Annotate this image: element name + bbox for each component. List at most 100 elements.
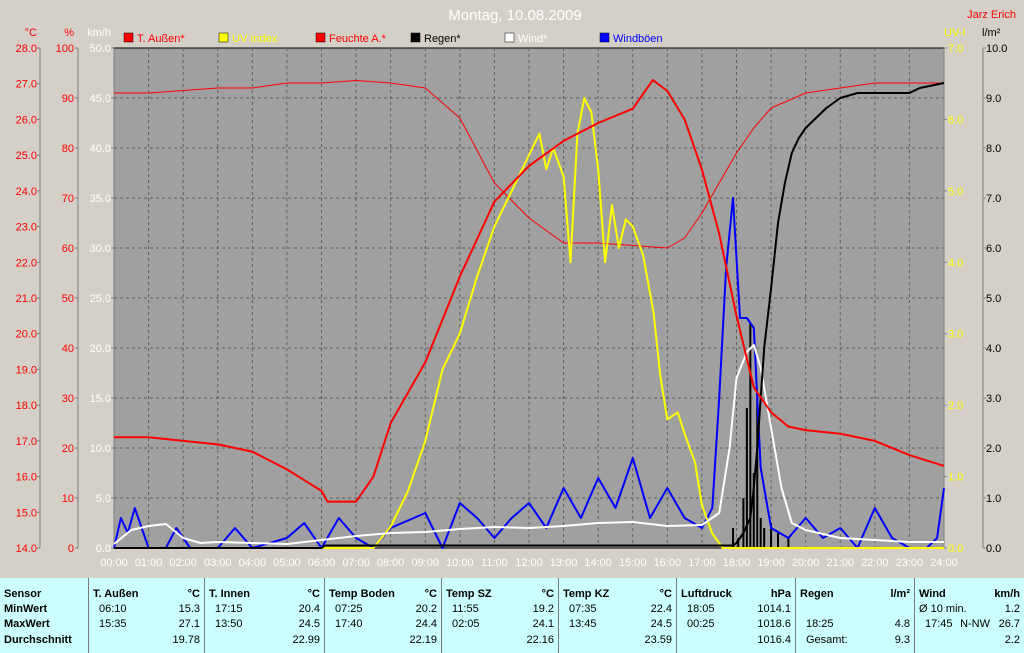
y-tick-label: 35.0	[90, 193, 111, 205]
series-line	[114, 79, 945, 503]
x-tick-label: 07:00	[342, 557, 370, 569]
y-tick-label: 45.0	[90, 93, 111, 105]
stat-sensor-name: Regen	[800, 588, 834, 600]
y-tick-label: 0.0	[96, 543, 111, 555]
stat-min-value: 22.4	[650, 603, 672, 615]
stat-max-time: 15:35	[99, 618, 127, 630]
y-tick-label: 22.0	[16, 257, 37, 269]
stat-min-value: 19.2	[532, 603, 554, 615]
stat-max-time: 00:25	[687, 618, 715, 630]
stat-sensor-name: T. Innen	[209, 588, 250, 600]
y-tick-label: 7.0	[986, 193, 1001, 205]
stats-column: T. Außen °C 06:10 15.3 15:35 27.1 19.78	[89, 578, 205, 653]
x-tick-label: 17:00	[688, 557, 716, 569]
x-tick-label: 24:00	[930, 557, 958, 569]
y-tick-label: 5.0	[96, 493, 111, 505]
stat-sensor-name: Temp Boden	[329, 588, 395, 600]
stat-min-time: 07:25	[335, 603, 363, 615]
x-tick-label: 14:00	[584, 557, 612, 569]
x-tick-label: 02:00	[169, 557, 197, 569]
stat-min-value: 20.2	[415, 603, 437, 615]
stat-max-value: 1018.6	[757, 618, 791, 630]
stat-unit: °C	[307, 588, 320, 600]
y-tick-label: 15.0	[90, 393, 111, 405]
stats-column: Regen l/m² 18:25 4.8 Gesamt: 9.3	[796, 578, 915, 653]
min-label: MinWert	[4, 603, 48, 615]
stat-min-time: Ø 10 min.	[919, 603, 967, 615]
axis-unit-label: %	[64, 27, 74, 39]
x-tick-label: 23:00	[896, 557, 924, 569]
stat-sensor-name: Wind	[919, 588, 946, 600]
legend-entry: Regen*	[424, 33, 461, 45]
y-tick-label: 6.0	[986, 243, 1001, 255]
grid	[114, 48, 944, 548]
x-tick-label: 18:00	[723, 557, 751, 569]
x-tick-label: 03:00	[204, 557, 232, 569]
x-tick-label: 22:00	[861, 557, 889, 569]
x-tick-label: 09:00	[411, 557, 439, 569]
stat-sensor-name: Temp SZ	[446, 588, 492, 600]
stat-average: 22.99	[292, 634, 320, 646]
stat-sensor-name: Temp KZ	[563, 588, 610, 600]
y-tick-label: 9.0	[986, 93, 1001, 105]
x-tick-label: 12:00	[515, 557, 543, 569]
legend-swatch	[218, 32, 229, 43]
axis-unit-label: km/h	[87, 27, 111, 39]
stat-min-time: 11:55	[452, 603, 479, 615]
y-tick-label: 0.0	[948, 543, 963, 555]
stat-average: 9.3	[894, 634, 910, 646]
stat-min-time: 17:15	[215, 603, 243, 615]
series-line	[114, 97, 944, 549]
legend-entry: Feuchte A.*	[329, 33, 387, 45]
y-tick-label: 50.0	[90, 43, 111, 55]
axes: 00:00 01:00 02:00 03:00 04:00 05:00 06:00 07:00…	[16, 27, 1008, 569]
axis-unit-label: UV-I	[944, 27, 965, 39]
y-tick-label: 1.0	[986, 493, 1001, 505]
y-tick-label: 26.0	[16, 114, 37, 126]
y-tick-label: 20.0	[90, 343, 111, 355]
y-tick-label: 30.0	[90, 243, 111, 255]
stat-min-value: 1.2	[1004, 603, 1020, 615]
y-tick-label: 20	[62, 443, 74, 455]
stat-unit: hPa	[770, 588, 791, 600]
y-tick-label: 5.0	[948, 186, 963, 198]
stats-column: T. Innen °C 17:15 20.4 13:50 24.5 22.99	[205, 578, 325, 653]
stat-sensor-name: T. Außen	[93, 588, 139, 600]
stat-average: 19.78	[172, 634, 200, 646]
stat-max-time: 13:50	[215, 618, 243, 630]
y-tick-label: 15.0	[16, 507, 37, 519]
stat-average: 23.59	[644, 634, 672, 646]
axis-unit-label: °C	[25, 27, 37, 39]
series-line	[113, 344, 944, 545]
y-tick-label: 10.0	[90, 443, 111, 455]
y-tick-label: 50	[62, 293, 74, 305]
stat-min-time: 06:10	[99, 603, 127, 615]
x-tick-label: 19:00	[757, 557, 785, 569]
stats-label-column: Sensor MinWert MaxWert Durchschnitt	[0, 578, 89, 653]
stat-max-value: 26.7	[998, 618, 1020, 630]
axis-unit-label: l/m²	[982, 27, 1001, 39]
avg-label: Durchschnitt	[4, 634, 72, 646]
stat-unit: °C	[187, 588, 200, 600]
stat-max-value: 24.5	[298, 618, 320, 630]
x-tick-label: 01:00	[135, 557, 163, 569]
y-tick-label: 14.0	[16, 543, 37, 555]
series-lines	[113, 79, 945, 549]
stat-unit: °C	[424, 588, 437, 600]
y-tick-label: 1.0	[948, 472, 963, 484]
y-tick-label: 60	[62, 243, 74, 255]
y-tick-label: 10	[62, 493, 74, 505]
x-tick-label: 06:00	[308, 557, 336, 569]
y-tick-label: 20.0	[16, 329, 37, 341]
legend-entry: UV Index	[232, 33, 278, 45]
stat-unit: l/m²	[890, 588, 910, 600]
legend-swatch	[504, 32, 515, 43]
legend-swatch	[599, 32, 610, 43]
series-line	[113, 197, 945, 549]
legend-entry: Windböen	[613, 33, 663, 45]
y-tick-label: 3.0	[986, 393, 1001, 405]
stat-max-time: 18:25	[806, 618, 834, 630]
y-tick-label: 10.0	[986, 43, 1007, 55]
y-tick-label: 4.0	[948, 257, 963, 269]
y-tick-label: 100	[56, 43, 74, 55]
